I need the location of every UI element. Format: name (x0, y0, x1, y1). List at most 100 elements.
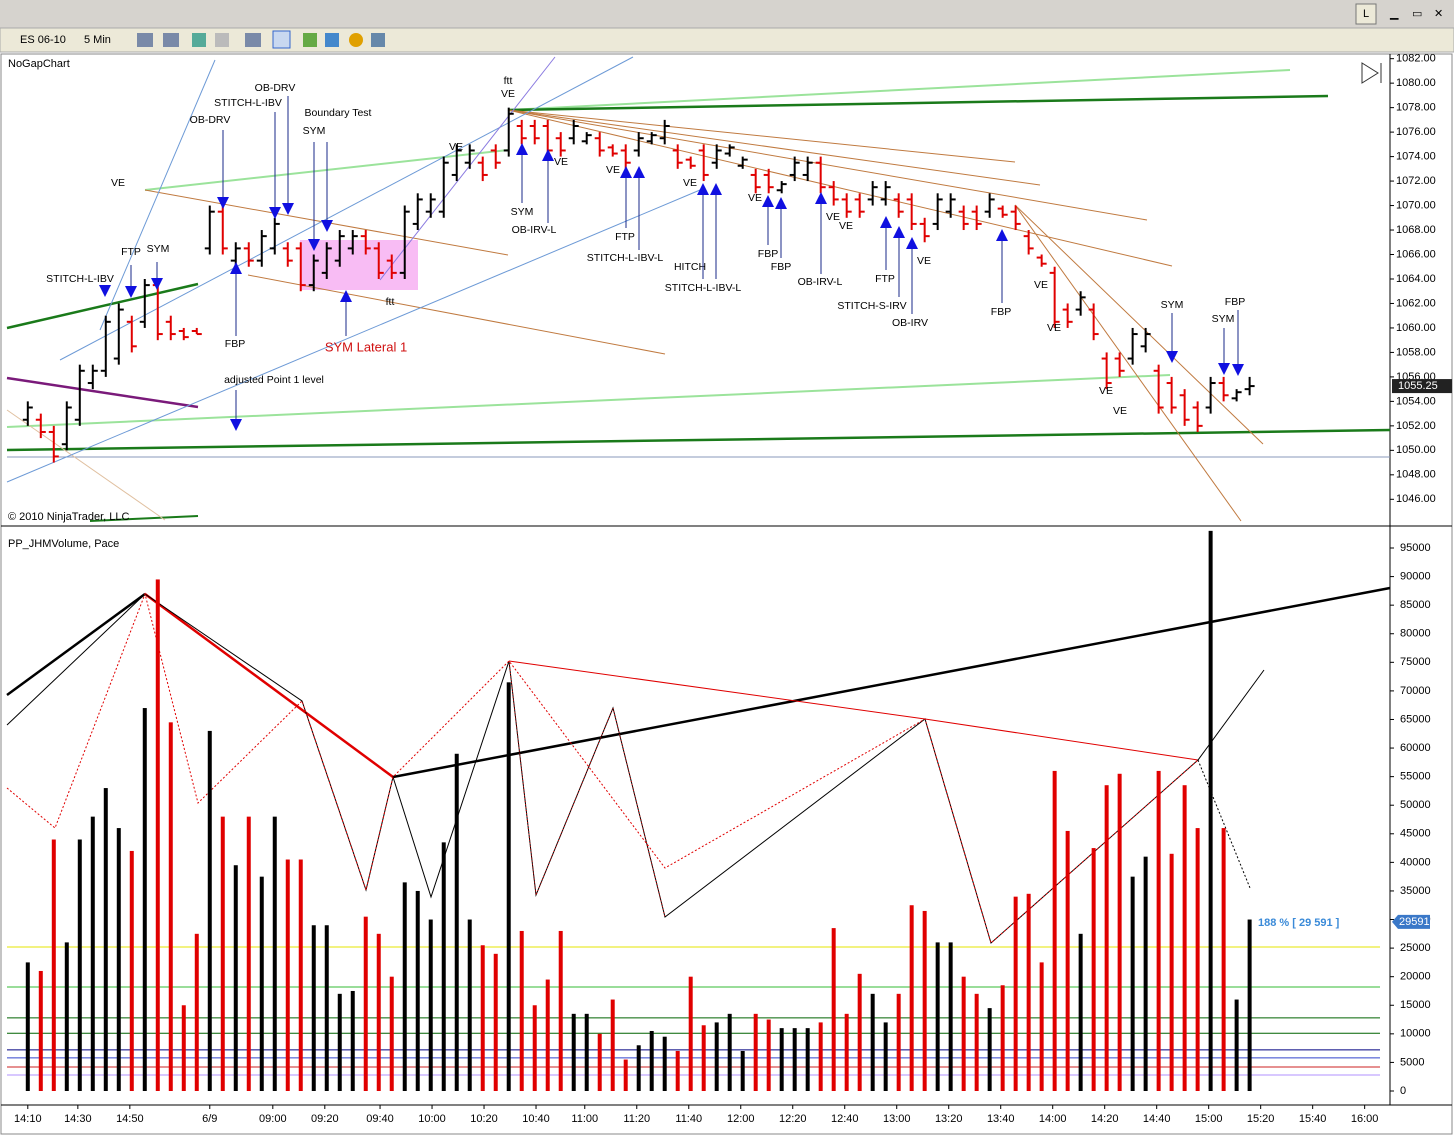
annotation: FTP (615, 231, 635, 243)
tool-icon[interactable] (349, 33, 363, 47)
tool-icon[interactable] (215, 33, 229, 47)
volume-bar (1078, 933, 1083, 1091)
tool-icon[interactable] (137, 33, 153, 47)
tool-icon[interactable] (272, 30, 291, 49)
x-tick-label: 15:00 (1195, 1113, 1223, 1125)
volume-bar (818, 1022, 823, 1091)
trend-line (59, 56, 634, 361)
instrument[interactable]: ES 06-10 (20, 34, 66, 46)
trend-line (6, 428, 1391, 452)
volume-bar (662, 1036, 667, 1091)
volume-bar (870, 993, 875, 1091)
trend-line (99, 59, 216, 331)
y-tick-label: 1080.00 (1396, 77, 1436, 89)
trend-line (507, 94, 1329, 112)
x-tick-label: 11:00 (571, 1113, 598, 1125)
volume-bar (532, 1005, 537, 1091)
annotation: SYM Lateral 1 (325, 339, 407, 354)
y-tick-label: 40000 (1400, 856, 1431, 868)
volume-bar (935, 942, 940, 1091)
tool-icon[interactable] (245, 33, 261, 47)
y-tick-label: 1060.00 (1396, 322, 1436, 334)
y-tick-label: 45000 (1400, 828, 1431, 840)
annotation: VE (826, 211, 840, 223)
volume-bar (1169, 853, 1174, 1091)
volume-bar (246, 816, 251, 1091)
volume-bar (857, 973, 862, 1091)
annotation: OB-DRV (190, 114, 231, 126)
annotation: SYM (303, 125, 326, 137)
tool-icon[interactable] (192, 33, 206, 47)
arrow-head (762, 195, 774, 207)
volume-title: PP_JHMVolume, Pace (8, 538, 119, 550)
y-tick-label: 55000 (1400, 771, 1431, 783)
annotation: VE (449, 141, 463, 153)
annotation: HITCH (674, 261, 706, 273)
annotation: VE (917, 255, 931, 267)
close[interactable]: ✕ (1434, 8, 1443, 20)
scroll-end[interactable] (1361, 62, 1379, 84)
volume-bar (376, 933, 381, 1091)
volume-bar (363, 916, 368, 1091)
annotation: OB-IRV-L (512, 224, 557, 236)
arrow-head (340, 290, 352, 302)
volume-bar (1091, 848, 1096, 1091)
volume-bar (1234, 999, 1239, 1091)
volume-bar (727, 1013, 732, 1091)
last-price-label: 1055.25 (1398, 380, 1438, 392)
annotation: OB-IRV-L (798, 276, 843, 288)
minimize[interactable]: ▁ (1389, 8, 1399, 20)
y-tick-label: 1082.00 (1396, 53, 1436, 65)
volume-bar (25, 962, 30, 1091)
volume-bar (467, 919, 472, 1091)
annotation: STITCH-L-IBV-L (587, 252, 664, 264)
y-tick-label: 20000 (1400, 971, 1431, 983)
volume-bar (1221, 828, 1226, 1091)
annotation: FTP (875, 273, 895, 285)
trend-line (507, 109, 1016, 163)
tool-icon[interactable] (371, 33, 385, 47)
volume-bar (1130, 876, 1135, 1091)
annotation: STITCH-L-IBV (46, 273, 114, 285)
volume-bar (519, 930, 524, 1091)
y-tick-label: 1046.00 (1396, 493, 1436, 505)
x-tick-label: 10:20 (470, 1113, 498, 1125)
trend-lines (6, 56, 1391, 944)
arrow-head (697, 183, 709, 195)
x-tick-label: 12:20 (779, 1113, 807, 1125)
x-tick-label: 14:00 (1039, 1113, 1067, 1125)
y-tick-label: 1074.00 (1396, 150, 1436, 162)
trend-line (6, 189, 701, 483)
arrow-head (633, 166, 645, 178)
x-tick-label: 11:20 (623, 1113, 650, 1125)
volume-bar (454, 753, 459, 1091)
toolbar-icons (137, 30, 385, 49)
volume-bar (558, 930, 563, 1091)
tool-icon[interactable] (163, 33, 179, 47)
arrow-head (321, 220, 333, 232)
x-tick-label: 14:30 (64, 1113, 92, 1125)
interval[interactable]: 5 Min (84, 34, 111, 46)
x-tick-label: 13:40 (987, 1113, 1015, 1125)
volume-bar (1052, 770, 1057, 1091)
annotation: FBP (758, 248, 778, 260)
volume-bar (688, 976, 693, 1091)
volume-bar (1013, 896, 1018, 1091)
pace-line (6, 592, 1199, 944)
tool-icon[interactable] (303, 33, 317, 47)
volume-bar (610, 999, 615, 1091)
window-button[interactable] (1355, 3, 1377, 25)
trend-line (507, 109, 1148, 221)
volume-bar (766, 1019, 771, 1091)
volume-bar (207, 730, 212, 1091)
volume-bar (64, 942, 69, 1091)
annotation: VE (501, 88, 515, 100)
volume-bar (844, 1013, 849, 1091)
volume-bar (77, 839, 82, 1091)
trend-line (507, 109, 1041, 186)
annotation: adjusted Point 1 level (224, 374, 324, 386)
volume-bar (753, 1013, 758, 1091)
x-tick-label: 09:20 (311, 1113, 339, 1125)
tool-icon[interactable] (325, 33, 339, 47)
maximize[interactable]: ▭ (1412, 8, 1422, 20)
